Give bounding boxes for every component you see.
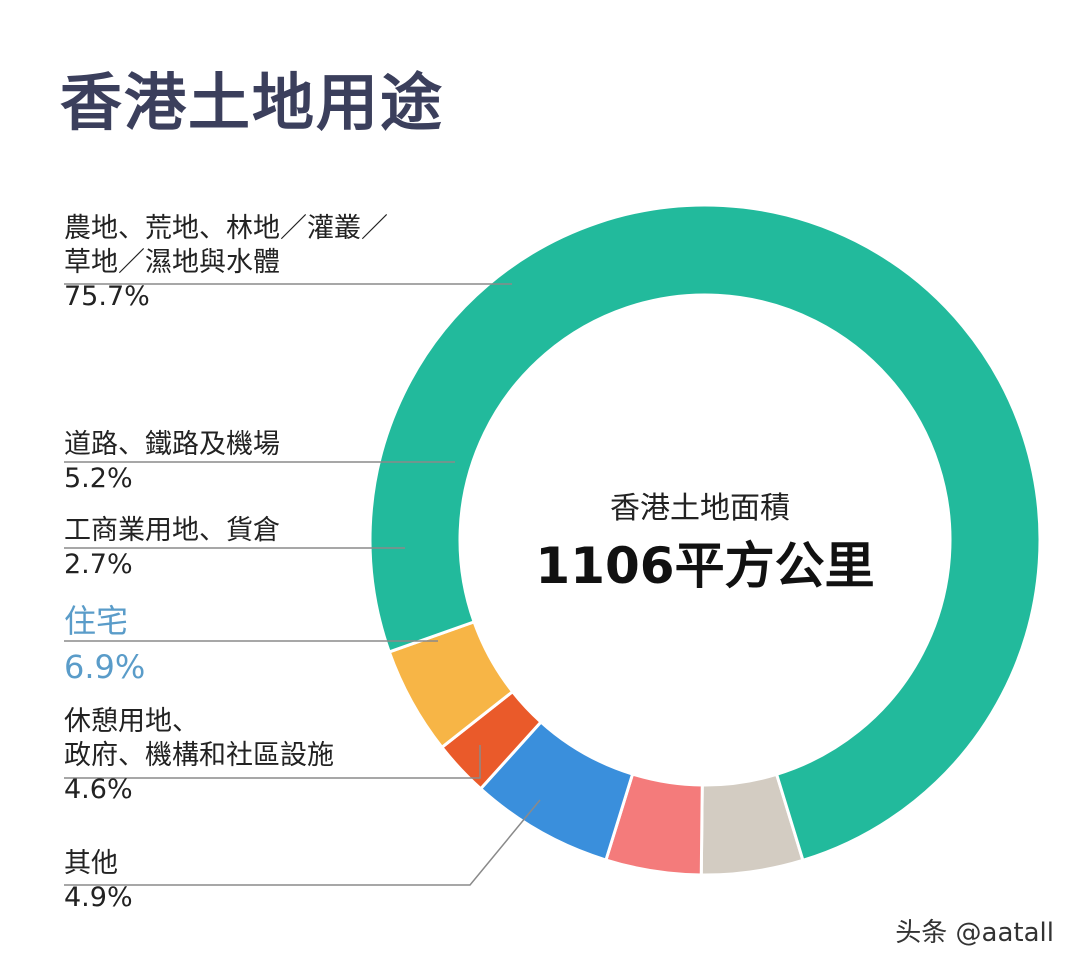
- slice-value-label: 75.7%: [64, 281, 150, 312]
- slice-category-label: 農地、荒地、林地／灌叢／: [64, 213, 388, 244]
- donut-slices: [368, 203, 1042, 877]
- slice-category-label: 工商業用地、貨倉: [64, 515, 280, 546]
- slice-category-label: 住宅: [64, 602, 128, 640]
- watermark: 头条 @aatall: [895, 918, 1054, 948]
- leader-line: [64, 799, 541, 886]
- leader-lines: [64, 283, 541, 886]
- page-title: 香港土地用途: [60, 66, 445, 139]
- slice-value-label: 4.9%: [64, 882, 133, 913]
- slice-value-label: 2.7%: [64, 549, 133, 580]
- slice-value-label: 4.6%: [64, 774, 133, 805]
- center-value: 1106平方公里: [535, 537, 874, 595]
- slice-category-label: 休憩用地、: [64, 706, 199, 737]
- slice-value-label: 5.2%: [64, 463, 133, 494]
- slice-category-label: 道路、鐵路及機場: [64, 429, 280, 460]
- donut-slice: [368, 203, 1042, 863]
- center-label: 香港土地面積: [610, 491, 790, 526]
- slice-value-label: 6.9%: [64, 648, 145, 686]
- slice-category-label: 草地／濕地與水體: [64, 247, 280, 278]
- leader-line: [64, 745, 481, 779]
- slice-category-label: 其他: [64, 848, 118, 879]
- slice-category-label: 政府、機構和社區設施: [64, 740, 334, 771]
